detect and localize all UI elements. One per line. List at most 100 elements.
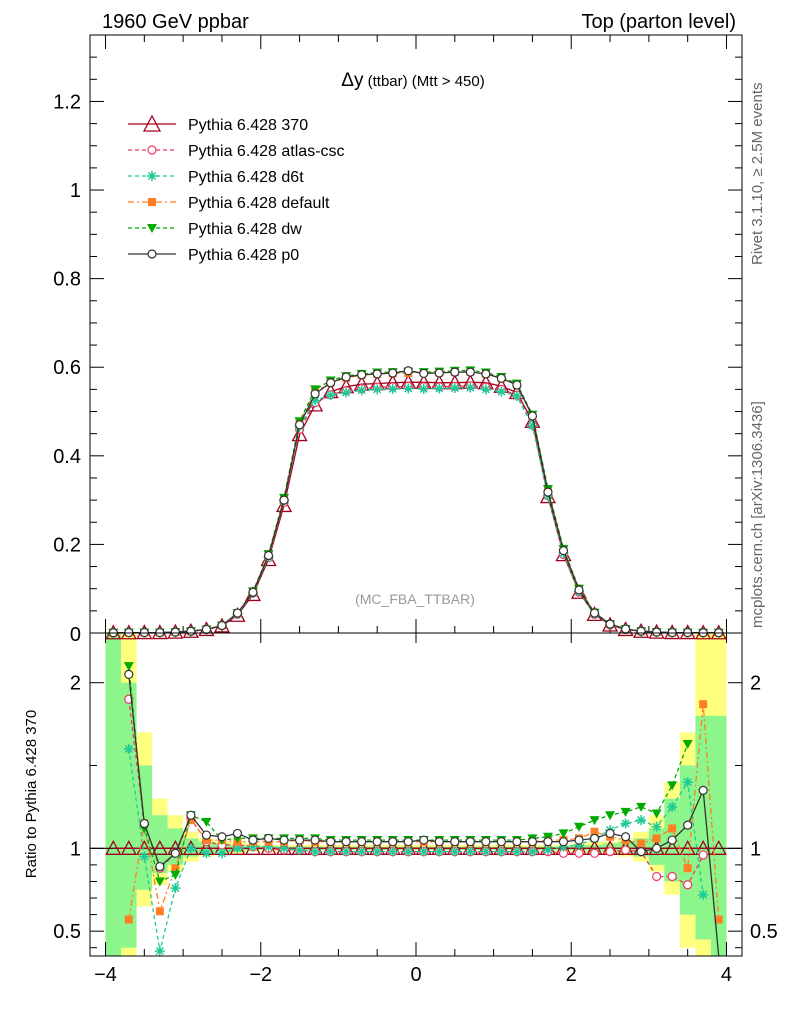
main-series-point [341, 372, 351, 382]
ratio-series-point [698, 850, 708, 860]
ratio-series-point [170, 848, 180, 858]
main-series-point [388, 368, 398, 378]
ratio-series-point [668, 824, 677, 833]
main-series-point [403, 383, 414, 394]
legend-label: Pythia 6.428 d6t [188, 169, 304, 186]
legend-label: Pythia 6.428 default [188, 195, 330, 212]
ratio-series-point [682, 739, 693, 749]
x-tick-label: −4 [94, 964, 117, 986]
main-series-point [279, 495, 289, 505]
ratio-series-point [558, 829, 569, 839]
legend-marker [147, 249, 157, 259]
ratio-series-point [589, 816, 600, 826]
main-series-point [326, 378, 336, 388]
ratio-series-point [465, 837, 475, 847]
main-series-point [356, 385, 367, 396]
rivet-version-label: Rivet 3.1.10, ≥ 2.5M events [749, 83, 766, 266]
ratio-uncertainty-bands [105, 633, 727, 956]
main-series-point [434, 383, 445, 394]
ratio-band-green [198, 841, 215, 854]
ratio-series-point [124, 669, 134, 680]
legend-marker [147, 171, 157, 181]
legend-marker [147, 224, 157, 233]
ratio-band-green [710, 715, 727, 956]
legend-label: Pythia 6.428 dw [188, 221, 302, 238]
ratio-series-point [232, 828, 243, 839]
legend-marker [147, 145, 157, 155]
ratio-series-point [123, 662, 134, 672]
ratio-series-point [465, 846, 476, 857]
ratio-series-point [325, 846, 336, 857]
ratio-series-point [574, 840, 584, 851]
ratio-series-point [699, 700, 708, 709]
x-tick-label: −2 [249, 964, 272, 986]
ratio-series-point [667, 835, 677, 845]
ratio-series-point [105, 839, 122, 855]
ratio-series-point [620, 807, 631, 817]
ratio-series-point [667, 871, 677, 882]
legend: Pythia 6.428 370 Pythia 6.428 atlas-csc Py… [128, 114, 345, 264]
main-series-point [248, 587, 258, 597]
ratio-series-point [651, 809, 662, 819]
main-series-point [263, 550, 274, 561]
ratio-series-point [387, 846, 398, 857]
main-series-point [232, 608, 243, 618]
main-y-zero-label: 0 [70, 624, 81, 646]
ratio-series-point [679, 839, 696, 855]
ratio-series-point [326, 837, 336, 847]
ratio-series-point [201, 817, 212, 827]
main-series-point [620, 624, 631, 634]
main-series-point [527, 411, 538, 421]
legend-marker [148, 198, 156, 206]
ratio-series-point [667, 801, 678, 812]
main-series-point [418, 383, 429, 394]
main-series-point [496, 373, 506, 383]
ratio-series-point [294, 835, 305, 845]
plot-title-sub: (ttbar) (Mtt > 450) [363, 73, 484, 90]
header-left: 1960 GeV ppbar [102, 11, 249, 33]
ratio-series-point [605, 828, 615, 839]
ratio-series-point [294, 844, 305, 855]
ratio-series-point [418, 846, 429, 857]
main-series-point [636, 626, 646, 636]
ratio-series-point [450, 837, 460, 847]
ratio-series-point [605, 811, 616, 821]
main-series-point [372, 384, 383, 395]
ratio-series-point [496, 837, 506, 847]
plot-title: Δy (ttbar) (Mtt > 450) [341, 70, 485, 91]
main-y-tick-label: 0.4 [53, 446, 81, 468]
ratio-series-point [232, 843, 243, 854]
plot-title-main: Δy [341, 70, 364, 91]
main-series-point [496, 386, 507, 397]
ratio-series-point [170, 883, 181, 894]
ratio-y-tick-label: 1 [70, 838, 81, 860]
ratio-series-point [620, 818, 631, 829]
ratio-series-point [263, 833, 274, 843]
ratio-series-point [154, 946, 165, 957]
main-series-point [652, 627, 662, 637]
main-series-point [341, 387, 352, 398]
ratio-series-point [388, 837, 398, 847]
ratio-series-point [480, 846, 491, 857]
x-tick-label: 0 [410, 964, 421, 986]
main-series-point [201, 624, 212, 635]
main-series-point [480, 384, 491, 395]
legend-label: Pythia 6.428 p0 [188, 247, 299, 264]
main-series-point [325, 390, 336, 401]
ratio-series-point [590, 827, 599, 836]
ratio-series-point [652, 871, 662, 882]
ratio-series-point [123, 743, 134, 754]
ratio-series-point [263, 841, 274, 852]
ratio-series-line [128, 674, 720, 957]
ratio-y-tick-label-right: 2 [750, 673, 761, 695]
ratio-series-point [542, 844, 553, 855]
ratio-series-point [589, 848, 600, 858]
main-series-point [543, 487, 553, 497]
ratio-series-point [449, 846, 460, 857]
main-series-point [450, 367, 460, 377]
ratio-series-point [120, 839, 137, 855]
ratio-series-point [155, 861, 165, 872]
ratio-series-point [201, 830, 212, 840]
ratio-series-point [201, 848, 212, 859]
